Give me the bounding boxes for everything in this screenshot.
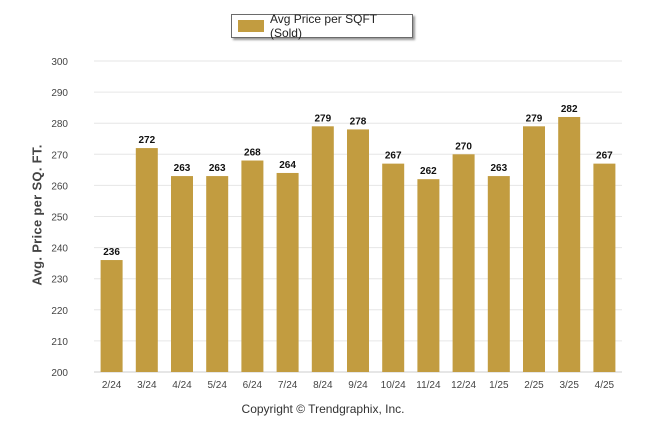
bar-data-label: 267 [596, 151, 613, 162]
copyright-footer: Copyright © Trendgraphix, Inc. [241, 402, 405, 416]
x-tick-label: 2/25 [524, 380, 544, 391]
y-tick-label: 230 [51, 275, 68, 286]
bar-data-label: 262 [420, 166, 437, 177]
y-tick-label: 240 [51, 244, 68, 255]
y-tick-label: 210 [51, 337, 68, 348]
bar-data-label: 279 [526, 113, 543, 124]
bar-data-label: 263 [490, 163, 507, 174]
legend-swatch [238, 20, 264, 32]
x-tick-label: 6/24 [243, 380, 263, 391]
bar [311, 126, 334, 372]
x-tick-label: 4/25 [595, 380, 615, 391]
y-tick-label: 290 [51, 88, 68, 99]
bar [382, 163, 405, 372]
bar [171, 176, 193, 372]
bar-data-label: 263 [174, 163, 191, 174]
bar [206, 176, 229, 372]
x-tick-label: 1/25 [489, 380, 509, 391]
bar [100, 260, 123, 372]
bar [487, 176, 510, 372]
bar [347, 129, 369, 372]
x-tick-label: 4/24 [172, 380, 192, 391]
bar-data-label: 268 [244, 148, 261, 159]
legend: Avg Price per SQFT (Sold) [231, 12, 413, 40]
legend-label: Avg Price per SQFT (Sold) [269, 12, 377, 40]
bar [276, 172, 299, 372]
bar [241, 160, 264, 372]
bar-data-label: 272 [138, 135, 155, 146]
y-axis-label: Avg. Price per SQ. FT. [29, 144, 45, 286]
bar [135, 148, 158, 372]
x-tick-label: 7/24 [278, 380, 298, 391]
bar-data-label: 279 [314, 113, 331, 124]
bar-data-label: 267 [385, 151, 402, 162]
bar-data-label: 264 [279, 160, 296, 171]
bar-data-label: 263 [209, 163, 226, 174]
bar [558, 116, 581, 372]
bar-data-label: 270 [455, 141, 472, 152]
x-tick-label: 8/24 [313, 380, 333, 391]
x-tick-label: 2/24 [102, 380, 122, 391]
y-tick-label: 270 [51, 150, 68, 161]
y-tick-label: 260 [51, 181, 68, 192]
bar [452, 154, 475, 372]
x-tick-label: 9/24 [348, 380, 368, 391]
y-tick-label: 300 [51, 57, 68, 68]
bar [593, 163, 616, 372]
bar [523, 126, 545, 372]
y-tick-label: 220 [51, 306, 68, 317]
x-tick-label: 12/24 [451, 380, 476, 391]
bar-data-label: 236 [103, 247, 120, 258]
bar [417, 179, 440, 372]
x-tick-label: 3/25 [559, 380, 579, 391]
x-tick-label: 3/24 [137, 380, 157, 391]
bar-data-label: 282 [561, 104, 578, 115]
y-tick-label: 250 [51, 213, 68, 224]
x-tick-label: 10/24 [381, 380, 406, 391]
x-tick-label: 5/24 [207, 380, 227, 391]
x-tick-label: 11/24 [416, 380, 441, 391]
y-tick-label: 200 [51, 368, 68, 379]
bar-data-label: 278 [350, 116, 367, 127]
y-tick-label: 280 [51, 119, 68, 130]
